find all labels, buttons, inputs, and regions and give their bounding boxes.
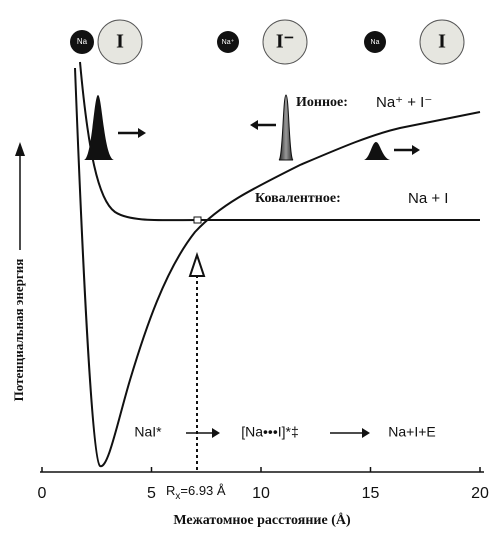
ionic-curve xyxy=(74,67,481,468)
wave-packet xyxy=(278,94,294,161)
atom-label: Na⁺ xyxy=(222,39,235,46)
reaction: NaI* [Na•••I]*‡ Na+I+E xyxy=(134,424,435,440)
x-tick-label: 20 xyxy=(471,485,489,502)
reaction-step: NaI* xyxy=(134,424,162,440)
na-ion xyxy=(217,31,239,53)
arrow-head xyxy=(362,428,370,438)
crossing-arrow xyxy=(188,251,206,277)
i-atom xyxy=(97,19,143,65)
i-atom xyxy=(419,19,465,65)
y-axis-label: Потенциальная энергия xyxy=(11,259,26,402)
wave-packet xyxy=(84,95,114,160)
na-atom xyxy=(70,30,94,54)
y-arrow-head xyxy=(15,142,25,156)
x-tick-label: 15 xyxy=(362,485,380,502)
atom-label: Na xyxy=(77,37,88,46)
x-axis-label: Межатомное расстояние (Å) xyxy=(173,512,351,528)
atom-label: I xyxy=(116,31,124,53)
arrow-head xyxy=(138,128,146,138)
covalent-formula: Na + I xyxy=(408,190,448,207)
atoms: Na I Na⁺ I⁻ Na I xyxy=(70,19,465,65)
ionic-formula: Na⁺ + I⁻ xyxy=(376,94,432,111)
x-tick-label: 5 xyxy=(147,485,156,502)
atom-label: Na xyxy=(371,39,380,46)
atom-label: I⁻ xyxy=(276,31,294,53)
ionic-label: Ионное: xyxy=(296,95,348,110)
arrow-head xyxy=(212,428,220,438)
crossing-point xyxy=(193,216,202,224)
covalent-label: Ковалентное: xyxy=(255,191,341,206)
x-tick-label: 0 xyxy=(38,485,47,502)
arrow-head xyxy=(250,120,258,130)
crossing-label: Rx=6.93 Å xyxy=(166,483,226,501)
i-ion xyxy=(262,19,308,65)
covalent-curve xyxy=(79,61,480,222)
wave-packet xyxy=(364,142,390,160)
reaction-step: Na+I+E xyxy=(388,424,435,440)
atom-label: I xyxy=(438,31,446,53)
reaction-step: [Na•••I]*‡ xyxy=(241,424,299,440)
na-atom xyxy=(364,31,386,53)
arrow-head xyxy=(412,145,420,155)
x-tick-label: 10 xyxy=(252,485,270,502)
